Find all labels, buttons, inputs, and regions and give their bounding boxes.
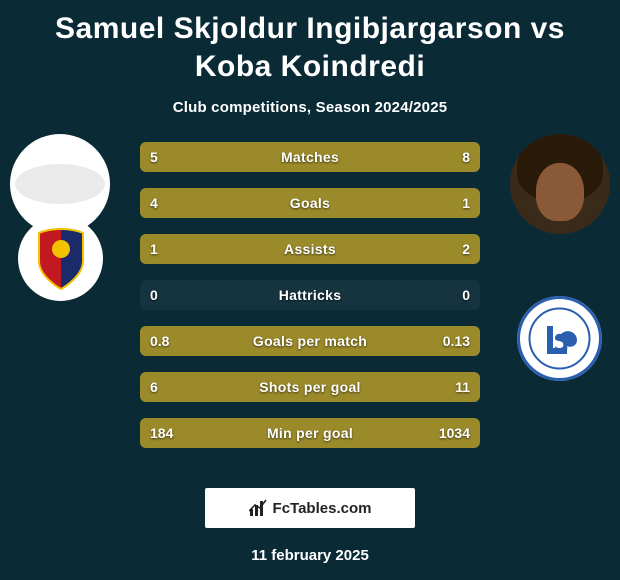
- club-left-logo: [18, 216, 103, 301]
- stat-value-left: 6: [150, 372, 158, 402]
- stat-label: Assists: [140, 234, 480, 264]
- date-text: 11 february 2025: [0, 547, 620, 564]
- branding-badge: FcTables.com: [205, 488, 415, 528]
- stat-value-left: 5: [150, 142, 158, 172]
- stat-label: Hattricks: [140, 280, 480, 310]
- subtitle: Club competitions, Season 2024/2025: [0, 99, 620, 116]
- stat-label: Matches: [140, 142, 480, 172]
- comparison-main: Matches58Goals41Assists12Hattricks00Goal…: [0, 134, 620, 474]
- stat-label: Shots per goal: [140, 372, 480, 402]
- chart-icon: [249, 499, 267, 517]
- stat-row: Goals per match0.8 0.13: [140, 326, 480, 356]
- stat-value-right: 8: [462, 142, 470, 172]
- stat-value-left: 0.8: [150, 326, 169, 356]
- stat-label: Min per goal: [140, 418, 480, 448]
- stat-value-left: 1: [150, 234, 158, 264]
- ring-icon: [517, 296, 602, 381]
- stat-value-right: 1: [462, 188, 470, 218]
- stat-value-left: 0: [150, 280, 158, 310]
- stat-row: Goals4 1: [140, 188, 480, 218]
- placeholder-icon: [15, 164, 105, 204]
- stat-value-right: 1034: [439, 418, 470, 448]
- stat-row: Hattricks0 0: [140, 280, 480, 310]
- player-right-avatar: [510, 134, 610, 234]
- stat-value-left: 4: [150, 188, 158, 218]
- stat-row: Min per goal184 1034: [140, 418, 480, 448]
- stat-value-right: 0.13: [443, 326, 470, 356]
- branding-text: FcTables.com: [273, 500, 372, 517]
- stat-value-right: 0: [462, 280, 470, 310]
- stat-value-right: 2: [462, 234, 470, 264]
- stat-label: Goals: [140, 188, 480, 218]
- portrait-face: [536, 163, 584, 221]
- stat-value-left: 184: [150, 418, 173, 448]
- shield-icon: [33, 227, 89, 291]
- stat-value-right: 11: [455, 372, 470, 402]
- stat-row: Matches5 8: [140, 142, 480, 172]
- stat-row: Shots per goal6 11: [140, 372, 480, 402]
- stat-bars: Matches58Goals41Assists12Hattricks00Goal…: [140, 142, 480, 464]
- club-right-logo: [517, 296, 602, 381]
- page-title: Samuel Skjoldur Ingibjargarson vs Koba K…: [0, 0, 620, 85]
- stat-label: Goals per match: [140, 326, 480, 356]
- stat-row: Assists1 2: [140, 234, 480, 264]
